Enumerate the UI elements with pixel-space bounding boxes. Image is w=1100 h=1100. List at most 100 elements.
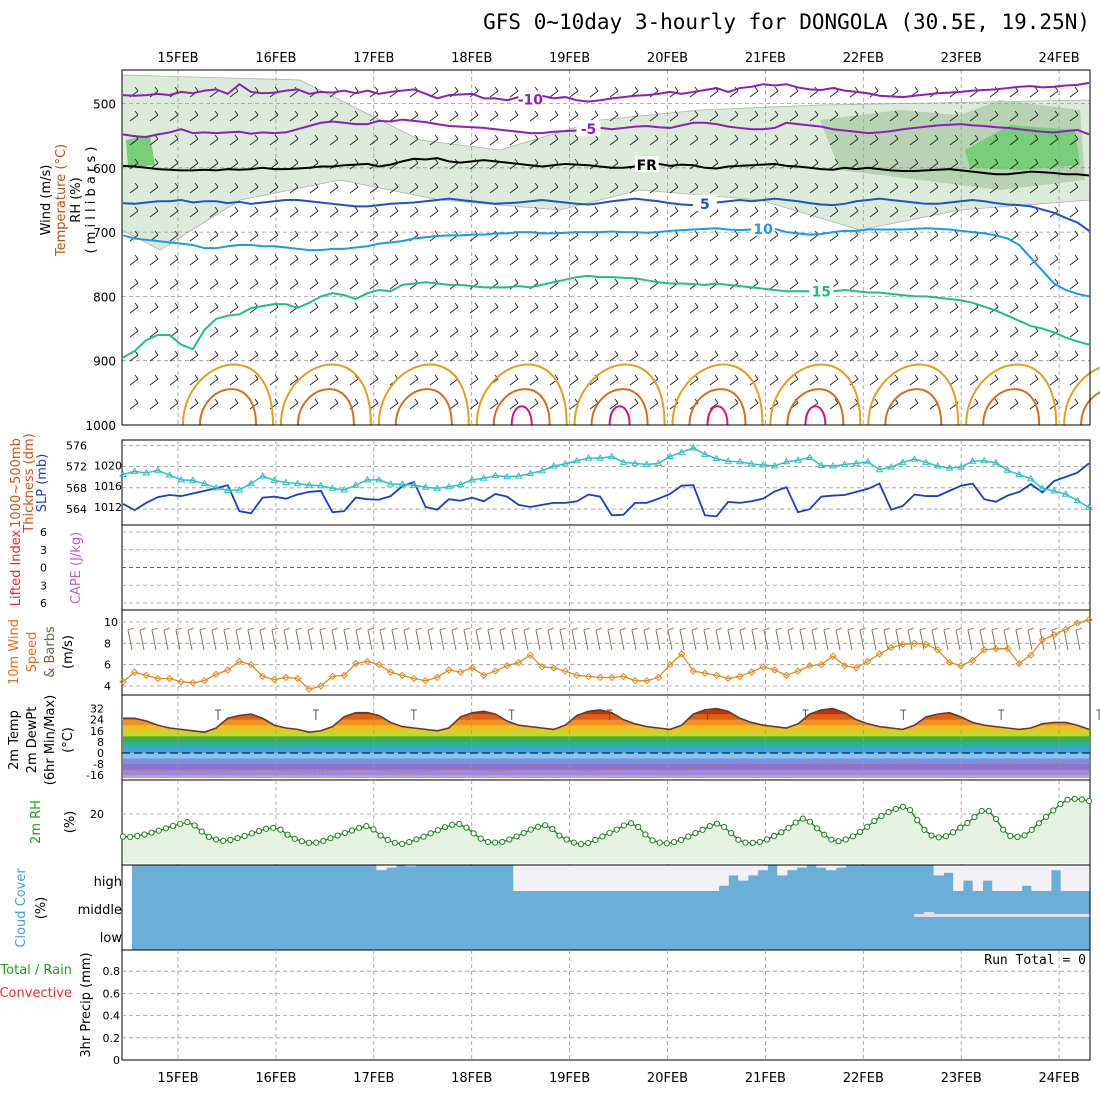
wind-barb bbox=[1009, 206, 1019, 218]
wind-barb bbox=[309, 230, 319, 242]
wind-barb bbox=[1009, 398, 1019, 410]
wind-barb bbox=[769, 326, 779, 338]
hot-contour bbox=[804, 405, 827, 426]
wind-barb bbox=[589, 86, 599, 98]
wind-barb bbox=[469, 254, 479, 266]
thickness-point bbox=[596, 454, 605, 461]
warm-contour bbox=[769, 363, 862, 426]
cloud-level-label: middle bbox=[78, 903, 122, 918]
precip-rain-label: Total / Rain bbox=[0, 963, 72, 978]
wind-barb bbox=[729, 326, 739, 338]
wind-barb-10m bbox=[523, 627, 531, 651]
wind-barb bbox=[569, 350, 579, 362]
wind-barb bbox=[789, 350, 799, 362]
wind-barb bbox=[1069, 110, 1079, 122]
temp-band bbox=[123, 775, 1089, 778]
wind-barb bbox=[669, 254, 679, 266]
wind-barb bbox=[169, 110, 179, 122]
date-label-bottom: 22FEB bbox=[843, 1071, 884, 1086]
wind-speed-point bbox=[887, 643, 895, 652]
wind-barb bbox=[889, 230, 899, 242]
wind-barb bbox=[429, 158, 439, 170]
wind-speed-point bbox=[328, 672, 337, 681]
wind-barb bbox=[309, 278, 319, 290]
precip-convective-label: Convective bbox=[0, 986, 72, 1001]
rh-point bbox=[441, 824, 449, 831]
dewpoint-line bbox=[123, 760, 1089, 774]
wind-barb bbox=[269, 326, 279, 338]
thickness-point bbox=[875, 465, 884, 473]
wind-barb bbox=[229, 158, 239, 170]
minmax-bar bbox=[312, 709, 319, 720]
contour-label: -10 bbox=[518, 93, 544, 109]
minmax-bar bbox=[802, 709, 809, 720]
rh-point bbox=[499, 838, 506, 846]
wind-barb bbox=[389, 134, 399, 146]
wind-barb bbox=[329, 326, 339, 338]
wind-speed-point bbox=[829, 652, 837, 660]
wind-barb bbox=[369, 254, 379, 266]
wind-barb bbox=[549, 350, 559, 362]
wind-barb-10m bbox=[499, 627, 507, 651]
wind-barb bbox=[629, 134, 639, 146]
rh-point bbox=[935, 834, 942, 841]
wind-speed-point bbox=[340, 671, 348, 680]
wind-barb bbox=[509, 206, 519, 218]
rh-point bbox=[828, 836, 835, 843]
wind-barb-10m bbox=[955, 627, 963, 651]
wind-barb bbox=[709, 350, 719, 362]
wind-barb bbox=[949, 158, 959, 170]
wind-barb bbox=[709, 182, 719, 194]
rh-point bbox=[771, 832, 778, 840]
wind-barb bbox=[509, 398, 519, 410]
wind-barb-10m bbox=[871, 627, 879, 651]
cloud-high-bar bbox=[679, 865, 690, 891]
thickness-point bbox=[863, 457, 872, 465]
wind-speed-point bbox=[1027, 651, 1035, 659]
wind-barb bbox=[409, 182, 419, 194]
thickness-point bbox=[142, 468, 151, 476]
minmax-bar bbox=[410, 709, 417, 720]
rh-point bbox=[384, 836, 391, 844]
li-tick: 3 bbox=[40, 544, 47, 557]
wind-barb bbox=[409, 134, 419, 146]
rh-point bbox=[169, 822, 177, 829]
wind-barb-10m bbox=[127, 627, 135, 651]
thickness-point bbox=[363, 475, 372, 483]
wind-barb bbox=[489, 398, 499, 410]
thickness-point bbox=[735, 457, 744, 465]
rh-point bbox=[1071, 795, 1078, 802]
thickness-point bbox=[910, 455, 919, 462]
wind-speed-point bbox=[549, 664, 558, 672]
wind-barb-10m bbox=[439, 627, 447, 651]
wind-barb bbox=[1029, 158, 1039, 170]
rh-point bbox=[184, 819, 191, 826]
wind-barb bbox=[829, 134, 839, 146]
date-label-top: 16FEB bbox=[255, 51, 296, 66]
wind-speed-point bbox=[875, 650, 884, 658]
thickness-point bbox=[421, 483, 430, 490]
rh-point bbox=[813, 825, 821, 832]
rh-point bbox=[449, 821, 456, 828]
wind-barb-10m bbox=[415, 627, 423, 651]
rh-line bbox=[122, 798, 1090, 845]
wind-speed-point bbox=[526, 651, 535, 659]
wind-barb-10m bbox=[259, 627, 267, 651]
wind-speed-point bbox=[503, 662, 511, 670]
panel-ylabel: (%) bbox=[63, 811, 78, 834]
rh-point bbox=[191, 822, 198, 829]
wind-barb bbox=[349, 110, 359, 122]
wind-barb bbox=[929, 110, 939, 122]
wind-barb bbox=[509, 110, 519, 122]
rh-point bbox=[921, 826, 928, 833]
slp-tick: 1016 bbox=[94, 480, 122, 493]
wind-speed-point bbox=[433, 673, 441, 682]
warm-contour bbox=[475, 363, 568, 426]
wind-barb bbox=[1069, 230, 1079, 242]
wind-barb bbox=[1009, 134, 1019, 146]
cloud-middle-bar bbox=[982, 914, 993, 917]
rh-point bbox=[320, 837, 327, 844]
rh-point bbox=[477, 835, 484, 842]
wind-tick: 4 bbox=[104, 680, 111, 693]
wind-barb bbox=[669, 206, 679, 218]
